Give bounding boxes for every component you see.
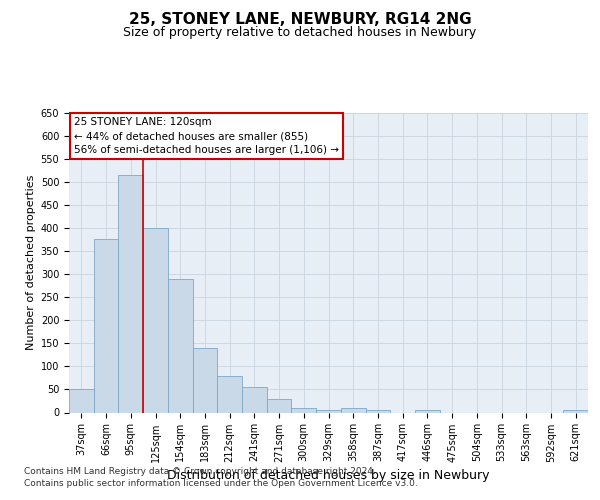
X-axis label: Distribution of detached houses by size in Newbury: Distribution of detached houses by size … xyxy=(167,468,490,481)
Bar xyxy=(118,175,143,412)
Bar xyxy=(94,240,118,412)
Text: Size of property relative to detached houses in Newbury: Size of property relative to detached ho… xyxy=(124,26,476,39)
Bar xyxy=(365,410,390,412)
Bar xyxy=(316,410,341,412)
Text: Contains public sector information licensed under the Open Government Licence v3: Contains public sector information licen… xyxy=(24,479,418,488)
Bar xyxy=(168,278,193,412)
Bar xyxy=(193,348,217,412)
Bar xyxy=(143,228,168,412)
Bar xyxy=(563,410,588,412)
Bar xyxy=(267,398,292,412)
Bar xyxy=(292,408,316,412)
Bar xyxy=(242,387,267,412)
Bar xyxy=(341,408,365,412)
Text: 25 STONEY LANE: 120sqm
← 44% of detached houses are smaller (855)
56% of semi-de: 25 STONEY LANE: 120sqm ← 44% of detached… xyxy=(74,117,339,155)
Bar xyxy=(217,376,242,412)
Bar xyxy=(69,390,94,412)
Text: 25, STONEY LANE, NEWBURY, RG14 2NG: 25, STONEY LANE, NEWBURY, RG14 2NG xyxy=(128,12,472,28)
Y-axis label: Number of detached properties: Number of detached properties xyxy=(26,175,37,350)
Bar xyxy=(415,410,440,412)
Text: Contains HM Land Registry data © Crown copyright and database right 2024.: Contains HM Land Registry data © Crown c… xyxy=(24,467,376,476)
